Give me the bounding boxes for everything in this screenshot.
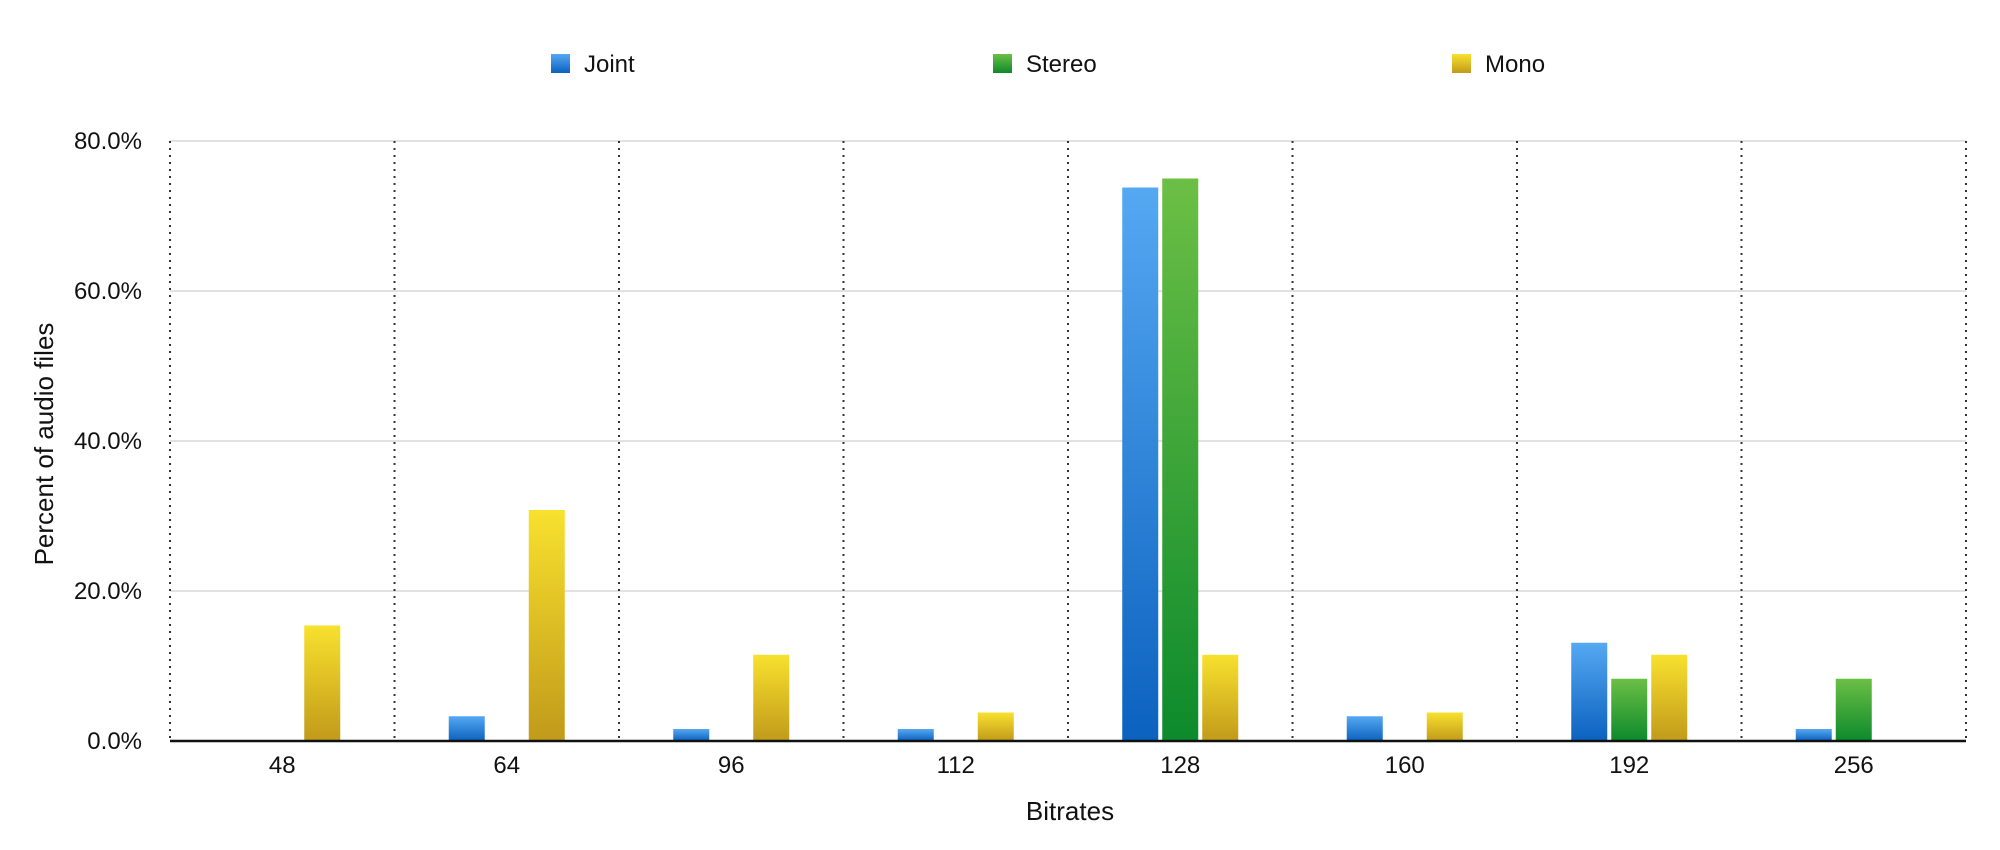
x-tick-label: 112 bbox=[937, 752, 975, 779]
legend-label-stereo: Stereo bbox=[1026, 51, 1097, 78]
x-tick-label: 96 bbox=[718, 752, 745, 779]
legend-item-mono[interactable]: Mono bbox=[1452, 51, 1545, 78]
bar-joint-96[interactable] bbox=[673, 729, 710, 741]
bar-mono-96[interactable] bbox=[753, 654, 790, 741]
legend-item-joint[interactable]: Joint bbox=[551, 51, 635, 78]
bar-stereo-128[interactable] bbox=[1162, 178, 1199, 742]
bar-stereo-192[interactable] bbox=[1611, 678, 1648, 741]
x-tick-label: 160 bbox=[1385, 752, 1425, 779]
bar-mono-48[interactable] bbox=[304, 625, 341, 742]
legend-item-stereo[interactable]: Stereo bbox=[993, 51, 1097, 78]
y-tick-label: 80.0% bbox=[74, 128, 142, 155]
x-tick-label: 256 bbox=[1834, 752, 1874, 779]
x-tick-label: 128 bbox=[1160, 752, 1200, 779]
legend-swatch-mono bbox=[1452, 54, 1471, 73]
y-axis-ticks: 0.0% 20.0% 40.0% 60.0% 80.0% bbox=[74, 128, 142, 755]
bar-joint-256[interactable] bbox=[1795, 729, 1832, 741]
bar-mono-112[interactable] bbox=[977, 712, 1014, 742]
x-axis-title: Bitrates bbox=[1026, 796, 1114, 826]
bar-stereo-256[interactable] bbox=[1835, 678, 1872, 741]
gridlines bbox=[169, 140, 1967, 741]
y-tick-label: 0.0% bbox=[87, 728, 142, 755]
y-tick-label: 60.0% bbox=[74, 278, 142, 305]
bar-joint-160[interactable] bbox=[1346, 716, 1383, 741]
x-axis-ticks: 48 64 96 112 128 160 192 256 bbox=[269, 752, 1874, 779]
y-axis-title: Percent of audio files bbox=[29, 323, 59, 566]
bar-mono-160[interactable] bbox=[1426, 712, 1463, 742]
y-tick-label: 40.0% bbox=[74, 428, 142, 455]
x-tick-label: 64 bbox=[493, 752, 520, 779]
bar-joint-112[interactable] bbox=[897, 729, 934, 741]
bar-mono-128[interactable] bbox=[1202, 654, 1239, 741]
legend-label-joint: Joint bbox=[584, 51, 635, 78]
x-tick-label: 48 bbox=[269, 752, 296, 779]
bar-mono-64[interactable] bbox=[528, 510, 565, 741]
x-tick-label: 192 bbox=[1609, 752, 1649, 779]
y-tick-label: 20.0% bbox=[74, 578, 142, 605]
legend: Joint Stereo Mono bbox=[551, 51, 1545, 78]
legend-swatch-joint bbox=[551, 54, 570, 73]
legend-label-mono: Mono bbox=[1485, 51, 1545, 78]
bar-mono-192[interactable] bbox=[1651, 654, 1688, 741]
legend-swatch-stereo bbox=[993, 54, 1012, 73]
bar-joint-64[interactable] bbox=[448, 716, 485, 741]
bar-joint-128[interactable] bbox=[1122, 187, 1159, 742]
bar-joint-192[interactable] bbox=[1571, 642, 1608, 741]
bars bbox=[304, 178, 1872, 742]
